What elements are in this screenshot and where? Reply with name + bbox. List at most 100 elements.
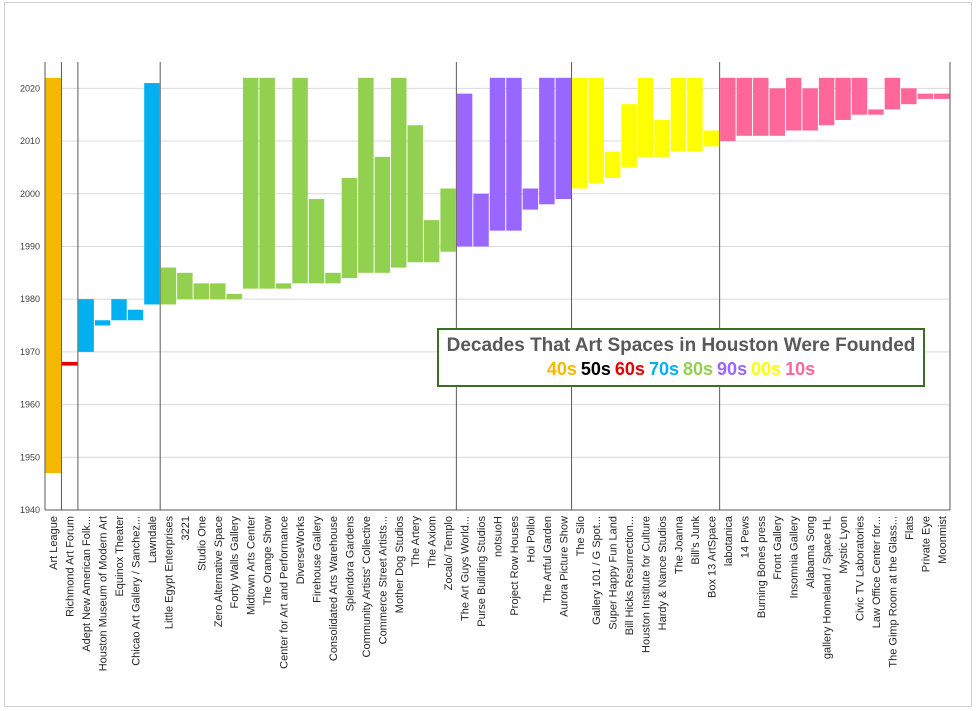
bar (489, 77, 506, 231)
bar (210, 283, 226, 300)
bar (604, 151, 621, 178)
bar (687, 77, 703, 152)
bar (621, 104, 637, 168)
y-tick-label: 2020 (20, 83, 40, 93)
x-tick-label: The Artery (410, 516, 422, 567)
bar (753, 77, 769, 136)
legend-entry: 40s (546, 359, 577, 379)
bar (45, 77, 61, 474)
bar (703, 130, 720, 147)
x-tick-label: Studio One (196, 516, 208, 571)
x-tick-label: Burning Bones press (756, 516, 768, 619)
x-tick-label: Project Row Houses (509, 516, 521, 616)
x-tick-label: Richmond Art Forum (65, 516, 77, 617)
x-tick-label: Community Artists' Collective (361, 516, 373, 657)
bar (94, 320, 111, 326)
bar (127, 309, 144, 321)
x-tick-label: Private Eye (920, 516, 932, 572)
bar (736, 77, 753, 136)
x-tick-label: The Art Guys World... (460, 516, 472, 621)
x-tick-label: Purse Building Studios (476, 516, 488, 627)
bar (160, 267, 177, 305)
x-tick-label: Mystic Lyon (838, 516, 850, 574)
x-tick-label: Bill's Junk (690, 516, 702, 565)
x-tick-label: gallery Homeland / Space HL (822, 516, 834, 659)
bar (391, 77, 407, 268)
x-tick-label: Firehouse Gallery (312, 516, 324, 603)
bar (423, 220, 440, 263)
bar (720, 77, 736, 142)
x-tick-label: Law Office Center for... (871, 516, 883, 628)
legend-entry: 60s (614, 359, 645, 379)
x-tick-label: The Joanna (674, 515, 686, 574)
bar (917, 93, 934, 99)
bar (637, 77, 654, 157)
bar (193, 283, 210, 300)
x-tick-label: Chicao Art Gallery / Sanchez... (131, 516, 143, 666)
legend-entry: 70s (648, 359, 679, 379)
bar (226, 293, 242, 300)
bar (555, 77, 572, 200)
x-tick-label: Gallery 101 / G Spot... (591, 516, 603, 625)
bar (506, 77, 522, 231)
x-tick-label: Flats (904, 516, 916, 540)
bar (884, 77, 901, 110)
x-tick-label: Center for Art and Performance (279, 516, 291, 669)
x-tick-label: The Artful Garden (542, 516, 554, 603)
x-tick-label: Super Happy Fun Land (608, 516, 620, 630)
x-tick-label: Art League (48, 516, 60, 570)
y-tick-label: 1940 (20, 505, 40, 515)
x-tick-label: Front Gallery (772, 516, 784, 580)
y-tick-label: 1980 (20, 294, 40, 304)
bar (818, 77, 835, 126)
x-tick-label: Insomnia Gallery (789, 516, 801, 599)
x-tick-label: Bill Hicks Resurrection... (624, 516, 636, 635)
x-tick-label: Alabama Song (805, 516, 817, 588)
x-tick-label: Box 13 ArtSpace (706, 516, 718, 598)
chart-frame (4, 2, 972, 707)
x-tick-label: notsuoH (493, 516, 505, 557)
bar (242, 77, 259, 289)
legend-entry: 80s (683, 359, 714, 379)
bar (539, 77, 555, 205)
x-tick-label: Equinox Theater (114, 516, 126, 597)
legend-entry: 50s (580, 359, 611, 379)
y-tick-label: 1950 (20, 452, 40, 462)
x-tick-label: The Gimp Room at the Glass... (887, 516, 899, 668)
bar (358, 77, 374, 273)
bar (341, 177, 358, 279)
decade-legend-row: 40s 50s 60s 70s 80s 90s 00s 10s (439, 359, 923, 380)
bar (473, 193, 489, 247)
bar (868, 109, 884, 115)
x-tick-label: Commerce Street Artists... (377, 516, 389, 644)
bar (769, 88, 785, 136)
bar (407, 125, 423, 263)
x-tick-label: Hardy & Nance Studios (657, 516, 669, 631)
y-tick-label: 1960 (20, 400, 40, 410)
bar (456, 93, 473, 247)
x-tick-label: Little Egypt Enterprises (163, 516, 175, 630)
x-tick-label: Zero Alternative Space (213, 516, 225, 627)
bar (934, 93, 950, 99)
bar (61, 361, 78, 366)
bar (901, 88, 917, 105)
bar (308, 199, 325, 284)
x-tick-label: Consolidated Arts Warehouse (328, 516, 340, 661)
y-tick-label: 2000 (20, 189, 40, 199)
bar (654, 119, 670, 157)
bar (259, 77, 275, 289)
x-tick-label: labotanica (723, 515, 735, 566)
bar (275, 283, 292, 289)
x-tick-label: Forty Walls Gallery (229, 516, 241, 609)
bar (144, 83, 160, 305)
x-tick-label: 3221 (180, 516, 192, 540)
x-tick-label: The Axiom (427, 516, 439, 568)
x-tick-label: The Orange Show (262, 516, 274, 605)
y-tick-label: 2010 (20, 136, 40, 146)
bar (177, 272, 193, 300)
bar (670, 77, 687, 152)
x-tick-label: Mother Dog Studios (394, 516, 406, 614)
bar (851, 77, 868, 115)
